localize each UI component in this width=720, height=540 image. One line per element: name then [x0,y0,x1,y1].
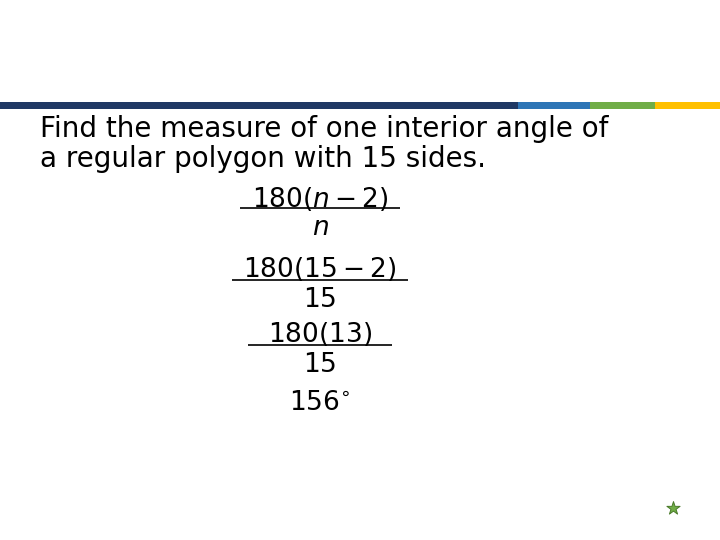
Bar [518,102,590,109]
Bar [0,102,518,109]
Text: Find the measure of one interior angle of: Find the measure of one interior angle o… [40,115,608,143]
Text: $15$: $15$ [303,287,337,313]
Bar [655,102,720,109]
Text: $n$: $n$ [312,215,328,241]
Text: $15$: $15$ [303,352,337,378]
Bar [590,102,655,109]
Text: $180(n-2)$: $180(n-2)$ [252,185,388,213]
Text: a regular polygon with 15 sides.: a regular polygon with 15 sides. [40,145,486,173]
Text: $180(13)$: $180(13)$ [268,320,372,348]
Text: $180(15-2)$: $180(15-2)$ [243,255,397,283]
Point [667,504,679,512]
Text: $156^{\circ}$: $156^{\circ}$ [289,390,351,416]
